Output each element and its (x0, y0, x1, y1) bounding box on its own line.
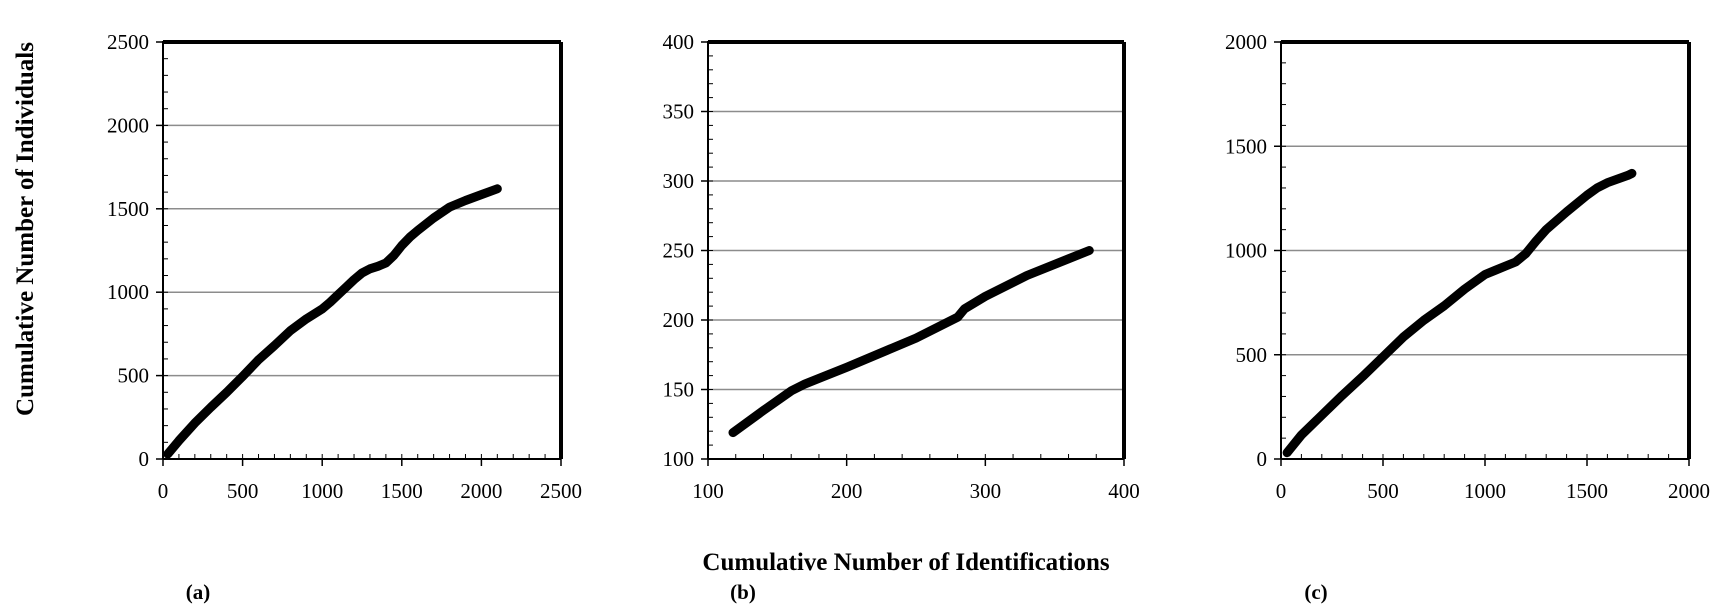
series-line-a-0 (163, 184, 502, 459)
y-tick-label-c-0: 0 (1257, 447, 1268, 471)
panel-label-c: (c) (1304, 580, 1327, 604)
x-tick-label-a-0: 0 (158, 479, 169, 503)
y-tick-label-a-3: 1500 (107, 197, 149, 221)
x-tick-label-b-3: 400 (1108, 479, 1140, 503)
y-tick-label-c-2: 1000 (1225, 239, 1267, 263)
x-tick-label-a-5: 2500 (540, 479, 582, 503)
x-tick-label-c-0: 0 (1276, 479, 1287, 503)
y-tick-label-b-3: 250 (663, 239, 695, 263)
y-tick-label-a-0: 0 (139, 447, 150, 471)
x-tick-label-a-4: 2000 (460, 479, 502, 503)
y-tick-label-b-4: 300 (663, 169, 695, 193)
y-tick-label-b-2: 200 (663, 308, 695, 332)
y-tick-label-b-6: 400 (663, 30, 695, 54)
x-tick-label-c-3: 1500 (1566, 479, 1608, 503)
y-tick-label-a-4: 2000 (107, 113, 149, 137)
panel-c: 0 500 1000 1500 2000 0 500 1000 1500 2000 (c) (1225, 30, 1710, 604)
y-tick-label-c-1: 500 (1236, 343, 1268, 367)
y-tick-label-b-5: 350 (663, 100, 695, 124)
x-tick-label-a-1: 500 (227, 479, 259, 503)
panel-a: 0 500 1000 1500 2000 2500 0 500 1000 1500 2000 2500… (107, 30, 582, 604)
y-tick-label-b-1: 150 (663, 378, 695, 402)
panel-b: 100 200 300 400 100 150 200 250 300 350 400 (b) (663, 30, 1140, 604)
x-tick-label-c-4: 2000 (1668, 479, 1710, 503)
series-line-c-0 (1282, 168, 1637, 458)
series-line-b-0 (728, 246, 1094, 438)
x-tick-label-c-2: 1000 (1464, 479, 1506, 503)
y-tick-label-c-3: 1500 (1225, 134, 1267, 158)
x-tick-label-a-3: 1500 (381, 479, 423, 503)
y-tick-label-a-5: 2500 (107, 30, 149, 54)
y-tick-label-a-1: 500 (118, 364, 150, 388)
x-tick-label-c-1: 500 (1367, 479, 1399, 503)
x-tick-label-b-2: 300 (970, 479, 1002, 503)
panel-label-a: (a) (186, 580, 211, 604)
x-tick-label-b-1: 200 (831, 479, 863, 503)
x-tick-label-a-2: 1000 (301, 479, 343, 503)
x-axis-title: Cumulative Number of Identifications (702, 549, 1109, 576)
x-tick-label-b-0: 100 (692, 479, 724, 503)
y-axis-title: Cumulative Number of Individuals (12, 42, 39, 416)
y-tick-label-b-0: 100 (663, 447, 695, 471)
panel-label-b: (b) (730, 580, 756, 604)
y-tick-label-c-4: 2000 (1225, 30, 1267, 54)
y-tick-label-a-2: 1000 (107, 280, 149, 304)
